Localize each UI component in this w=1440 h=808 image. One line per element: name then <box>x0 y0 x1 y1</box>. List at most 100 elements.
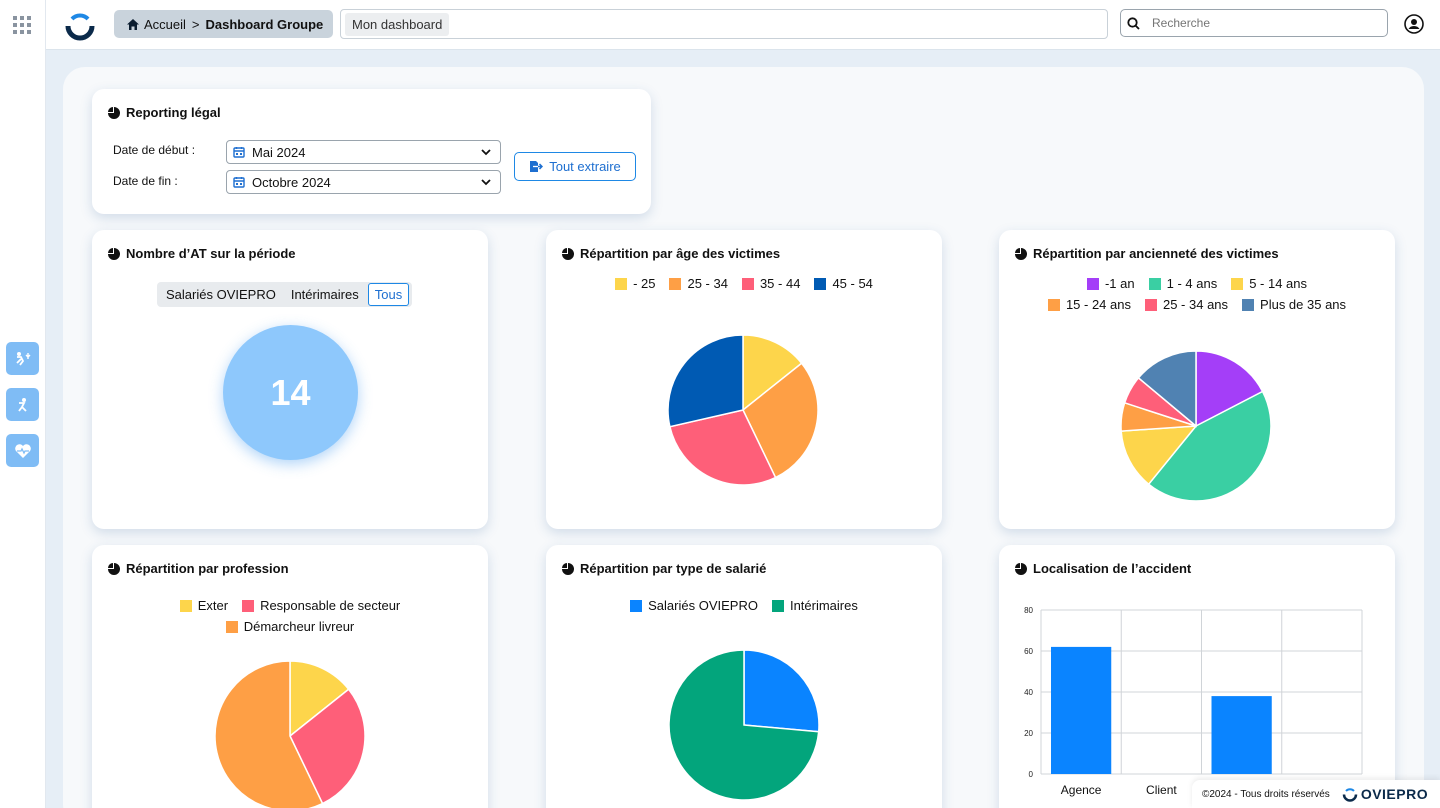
legend-swatch <box>1242 298 1255 311</box>
pie-slice-3[interactable] <box>1120 425 1198 486</box>
legend-swatch <box>630 599 643 612</box>
pie-slice-1[interactable] <box>742 334 803 412</box>
fall-icon[interactable] <box>6 388 39 421</box>
end-date-value: Octobre 2024 <box>252 174 331 190</box>
pie-slice-2[interactable] <box>289 688 366 805</box>
footer-brand: OVIEPRO <box>1342 786 1428 802</box>
seniority-legend: -1 an 1 - 4 ans 5 - 14 ans 15 - 24 ans 25 - … <box>999 276 1395 312</box>
pie-chart-icon <box>108 106 120 119</box>
legend-label: 15 - 24 ans <box>1065 297 1131 312</box>
legend-swatch <box>814 277 827 290</box>
legend-label: 1 - 4 ans <box>1166 276 1218 291</box>
pie-slice-2[interactable] <box>668 649 820 801</box>
location-title: Localisation de l’accident <box>1033 561 1192 576</box>
legend-label: Salariés OVIEPRO <box>648 598 758 613</box>
pie-slice-1[interactable] <box>289 660 350 738</box>
type-title: Répartition par type de salarié <box>580 561 767 576</box>
legend-swatch <box>615 277 628 290</box>
filter-tous[interactable]: Tous <box>367 283 410 306</box>
age-title: Répartition par âge des victimes <box>580 246 781 261</box>
profession-pie-chart <box>214 660 366 808</box>
legend-item[interactable]: Responsable de secteur <box>242 598 400 613</box>
legend-item[interactable]: 1 - 4 ans <box>1148 276 1218 291</box>
legend-item[interactable]: -1 an <box>1086 276 1135 291</box>
legend-item[interactable]: Plus de 35 ans <box>1242 297 1346 312</box>
copyright-text: ©2024 - Tous droits réservés <box>1202 788 1330 800</box>
legend-item[interactable]: - 25 <box>615 276 655 291</box>
bar[interactable] <box>1051 646 1112 774</box>
accident-location-card: Localisation de l’accident 0 20 40 60 80 Agen… <box>999 545 1395 808</box>
legend-item[interactable]: 25 - 34 ans <box>1144 297 1228 312</box>
pie-slice-4[interactable] <box>667 334 744 428</box>
home-icon[interactable] <box>126 18 140 31</box>
pie-slice-6[interactable] <box>1137 350 1197 428</box>
legend-swatch <box>1047 298 1060 311</box>
pie-slice-3[interactable] <box>668 409 777 486</box>
profession-distribution-card: Répartition par profession Exter Responsa… <box>92 545 488 808</box>
seniority-distribution-card: Répartition par ancienneté des victimes … <box>999 230 1395 529</box>
legend-item[interactable]: Démarcheur livreur <box>225 619 355 634</box>
apps-grid-icon[interactable] <box>13 16 31 34</box>
legend-swatch <box>179 599 192 612</box>
pie-chart-icon <box>562 247 574 260</box>
legend-label: Exter <box>197 598 229 613</box>
calendar-icon <box>233 177 245 188</box>
seniority-title: Répartition par ancienneté des victimes <box>1033 246 1279 261</box>
legend-swatch <box>242 599 255 612</box>
injury-icon[interactable] <box>6 342 39 375</box>
pie-slice-3[interactable] <box>214 660 324 808</box>
export-all-button[interactable]: Tout extraire <box>514 152 636 181</box>
pie-chart-icon <box>562 562 574 575</box>
start-date-select[interactable]: Mai 2024 <box>226 140 501 164</box>
pie-slice-1[interactable] <box>743 649 820 733</box>
legend-item[interactable]: 45 - 54 <box>814 276 873 291</box>
y-tick-label: 20 <box>1024 729 1033 738</box>
filter-salaries[interactable]: Salariés OVIEPRO <box>166 287 276 302</box>
legend-swatch <box>225 620 238 633</box>
employee-filter: Salariés OVIEPRO Intérimaires Tous <box>157 282 413 307</box>
chevron-down-icon <box>481 149 491 156</box>
end-date-select[interactable]: Octobre 2024 <box>226 170 501 194</box>
calendar-icon <box>233 147 245 158</box>
legend-item[interactable]: 5 - 14 ans <box>1231 276 1307 291</box>
tab-mon-dashboard[interactable]: Mon dashboard <box>345 12 450 36</box>
legend-item[interactable]: 25 - 34 <box>669 276 728 291</box>
dashboard-tabs: Mon dashboard <box>340 9 1108 39</box>
legend-swatch <box>1086 277 1099 290</box>
filter-interimaires[interactable]: Intérimaires <box>290 287 359 302</box>
legend-item[interactable]: Exter <box>179 598 229 613</box>
legend-item[interactable]: 15 - 24 ans <box>1047 297 1131 312</box>
y-tick-label: 0 <box>1029 770 1034 779</box>
pie-slice-2[interactable] <box>742 362 819 479</box>
pie-slice-1[interactable] <box>1195 350 1264 428</box>
legend-label: Plus de 35 ans <box>1260 297 1347 312</box>
legend-item[interactable]: 35 - 44 <box>741 276 800 291</box>
location-bar-chart: 0 20 40 60 80 Agence Client <box>1024 606 1363 797</box>
y-tick-label: 80 <box>1024 606 1033 615</box>
pie-chart-icon <box>108 562 120 575</box>
footer: ©2024 - Tous droits réservés OVIEPRO <box>1192 780 1440 808</box>
breadcrumb: Accueil > Dashboard Groupe <box>114 10 333 38</box>
legend-label: -1 an <box>1104 276 1135 291</box>
pie-slice-2[interactable] <box>1147 390 1272 502</box>
user-account-icon[interactable] <box>1404 14 1424 34</box>
pie-chart-icon <box>1015 247 1027 260</box>
reporting-card: Reporting légal Date de début : Mai 2024… <box>92 89 651 214</box>
age-pie-chart <box>667 334 819 486</box>
breadcrumb-separator: > <box>191 16 200 32</box>
start-date-value: Mai 2024 <box>252 144 306 160</box>
bar[interactable] <box>1211 696 1272 774</box>
search-input[interactable] <box>1152 16 1352 30</box>
legend-label: Démarcheur livreur <box>243 619 355 634</box>
legend-item[interactable]: Salariés OVIEPRO <box>630 598 758 613</box>
start-date-label: Date de début : <box>113 143 196 157</box>
breadcrumb-home[interactable]: Accueil <box>144 16 186 32</box>
legend-label: 5 - 14 ans <box>1249 276 1308 291</box>
oviepro-logo-icon[interactable] <box>64 9 96 41</box>
count-title: Nombre d’AT sur la période <box>126 246 296 261</box>
heartbeat-icon[interactable] <box>6 434 39 467</box>
legend-item[interactable]: Intérimaires <box>771 598 858 613</box>
legend-swatch <box>1231 277 1244 290</box>
accident-count-card: Nombre d’AT sur la période Salariés OVIE… <box>92 230 488 529</box>
type-pie-chart <box>668 649 820 801</box>
